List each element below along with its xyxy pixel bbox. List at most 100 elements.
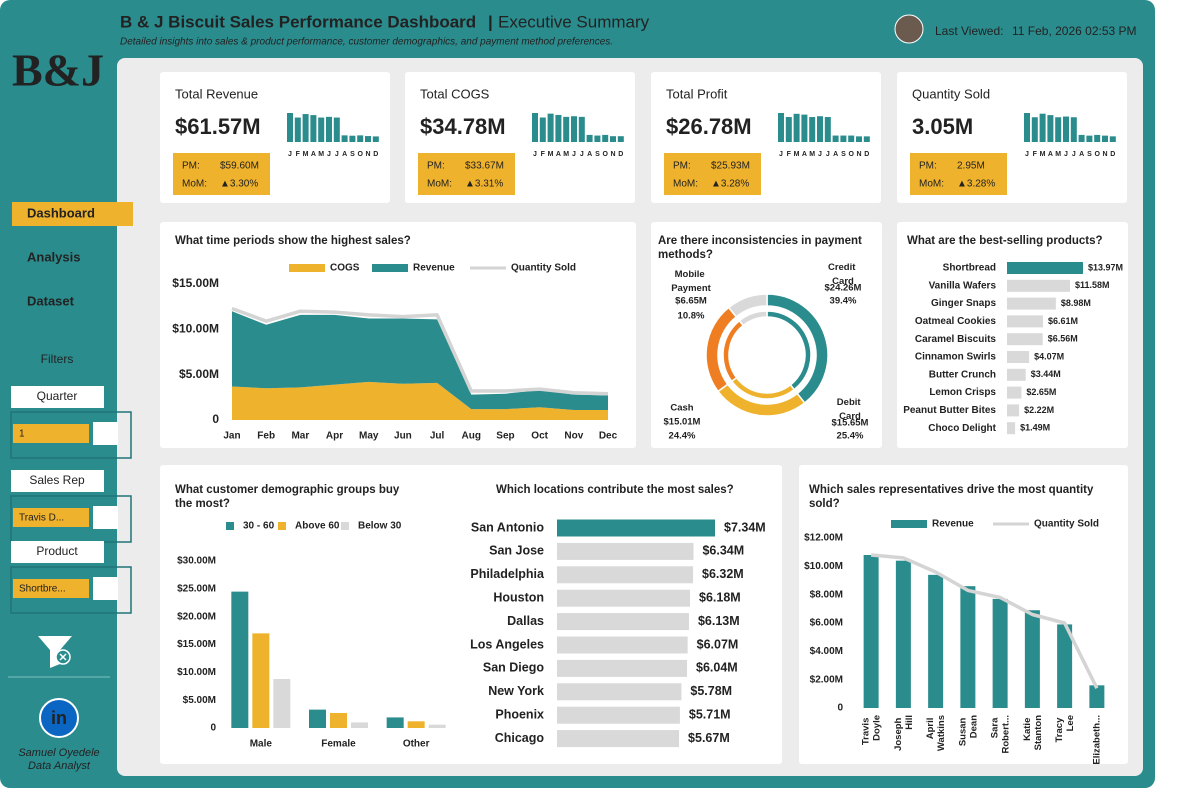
spark-label: J bbox=[288, 151, 292, 158]
bar bbox=[1007, 368, 1026, 381]
spark-label: D bbox=[373, 151, 378, 158]
bar bbox=[557, 730, 680, 748]
x-tick-label: Joseph Hill bbox=[892, 715, 914, 751]
filter-label-box bbox=[11, 541, 104, 563]
mom-label: MoM: bbox=[427, 179, 452, 190]
legend-label: Quantity Sold bbox=[511, 263, 576, 274]
bar bbox=[557, 589, 691, 607]
mom-value: ▲3.30% bbox=[220, 179, 258, 190]
spark-bar bbox=[602, 134, 609, 142]
x-tick-label: Katie Stanton bbox=[1021, 715, 1043, 751]
last-viewed-label: Last Viewed: bbox=[935, 24, 1004, 38]
spark-bar bbox=[1102, 135, 1108, 142]
bar-label: San Antonio bbox=[471, 520, 545, 534]
y-tick-label: 0 bbox=[837, 703, 843, 714]
mom-label: MoM: bbox=[182, 179, 207, 190]
bar-label: Butter Crunch bbox=[929, 369, 996, 380]
spark-label: O bbox=[1094, 151, 1100, 158]
value-label: $6.13M bbox=[698, 614, 740, 628]
y-tick-label: 0 bbox=[212, 412, 219, 426]
bar bbox=[557, 683, 682, 701]
spark-bar bbox=[365, 136, 371, 142]
slicer-box bbox=[93, 577, 118, 600]
y-tick-label: $10.00M bbox=[804, 561, 843, 572]
value-label: $2.22M bbox=[1024, 405, 1054, 415]
bar bbox=[1007, 386, 1022, 399]
legend-label: Quantity Sold bbox=[1034, 519, 1099, 530]
slice-label: Mobile Payment bbox=[671, 269, 711, 294]
value-label: $7.34M bbox=[724, 520, 766, 534]
pm-label: PM: bbox=[673, 161, 691, 172]
x-tick-label: Sara Robert... bbox=[989, 715, 1011, 754]
kpi-compare-box bbox=[173, 153, 270, 195]
bar bbox=[273, 679, 291, 728]
spark-bar bbox=[824, 117, 831, 142]
nav-item: Analysis bbox=[27, 249, 80, 264]
spark-bar bbox=[349, 135, 356, 142]
kpi-compare-box bbox=[664, 153, 761, 195]
spark-label: A bbox=[1048, 151, 1053, 158]
kpi-title: Total Revenue bbox=[175, 86, 258, 101]
bar bbox=[1007, 315, 1043, 328]
kpi-compare-box bbox=[910, 153, 1007, 195]
bar bbox=[557, 613, 689, 631]
bar-label: Cinnamon Swirls bbox=[915, 352, 997, 363]
legend-swatch bbox=[891, 520, 927, 528]
x-tick-label: May bbox=[359, 431, 379, 442]
spark-bar bbox=[610, 136, 616, 142]
spark-label: M bbox=[794, 151, 800, 158]
y-tick-label: $10.00M bbox=[172, 322, 219, 336]
slice-percent: 24.4% bbox=[669, 431, 696, 442]
bar bbox=[1007, 422, 1016, 435]
x-tick-label: Feb bbox=[257, 431, 275, 442]
bar-label: San Diego bbox=[483, 661, 544, 675]
spark-bar bbox=[617, 136, 624, 142]
bar bbox=[1089, 685, 1105, 708]
value-label: $5.67M bbox=[688, 731, 730, 745]
legend-swatch bbox=[372, 264, 408, 272]
value-label: $2.65M bbox=[1026, 387, 1056, 397]
x-tick-label: April Watkins bbox=[925, 715, 947, 751]
spark-label: F bbox=[787, 151, 792, 158]
x-tick-label: Other bbox=[403, 739, 430, 750]
spark-label: S bbox=[841, 151, 846, 158]
spark-label: J bbox=[1072, 151, 1076, 158]
spark-bar bbox=[1055, 117, 1062, 142]
kpi-compare-box bbox=[418, 153, 515, 195]
slice-label: Cash bbox=[670, 403, 693, 414]
spark-label: M bbox=[563, 151, 569, 158]
value-label: $6.07M bbox=[697, 637, 739, 651]
spark-label: O bbox=[848, 151, 854, 158]
bar-label: Oatmeal Cookies bbox=[915, 316, 997, 327]
donut-slice bbox=[727, 293, 768, 318]
series-line bbox=[870, 553, 1099, 689]
chart-title: Which sales representatives drive the mo… bbox=[809, 484, 1097, 510]
bar bbox=[351, 722, 368, 728]
avatar bbox=[894, 14, 924, 44]
donut-slice bbox=[738, 310, 768, 327]
pm-label: PM: bbox=[427, 161, 445, 172]
spark-label: A bbox=[1079, 151, 1084, 158]
author: Samuel Oyedele bbox=[18, 747, 99, 759]
value-label: $5.78M bbox=[690, 684, 732, 698]
spark-label: J bbox=[779, 151, 783, 158]
y-tick-label: $15.00M bbox=[177, 639, 216, 650]
value-label: $5.71M bbox=[689, 707, 731, 721]
value-label: $6.32M bbox=[702, 567, 744, 581]
bar bbox=[1007, 297, 1056, 310]
x-tick-label: Mar bbox=[291, 431, 309, 442]
bar-label: Phoenix bbox=[495, 707, 544, 721]
bar bbox=[992, 598, 1008, 708]
spark-label: J bbox=[335, 151, 339, 158]
spark-bar bbox=[294, 117, 301, 142]
bar bbox=[863, 555, 879, 708]
bar bbox=[407, 721, 425, 728]
spark-bar bbox=[341, 135, 348, 142]
x-tick-label: Jun bbox=[394, 431, 412, 442]
x-tick-label: Aug bbox=[462, 431, 481, 442]
slice-percent: 39.4% bbox=[830, 296, 857, 307]
spark-bar bbox=[1078, 134, 1085, 142]
slice-value: $6.65M bbox=[675, 296, 707, 307]
pm-label: PM: bbox=[182, 161, 200, 172]
